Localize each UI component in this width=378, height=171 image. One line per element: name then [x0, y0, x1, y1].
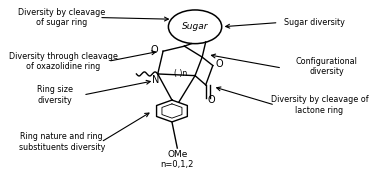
Text: O: O — [150, 45, 158, 55]
Text: Ring nature and ring
substituents diversity: Ring nature and ring substituents divers… — [19, 133, 105, 152]
Text: n=0,1,2: n=0,1,2 — [161, 160, 194, 169]
Text: Diversity through cleavage
of oxazolidine ring: Diversity through cleavage of oxazolidin… — [9, 52, 118, 71]
Text: ( )n: ( )n — [174, 69, 187, 78]
Text: Diversity by cleavage
of sugar ring: Diversity by cleavage of sugar ring — [18, 8, 105, 27]
Text: Sugar: Sugar — [182, 22, 208, 31]
Text: Sugar diversity: Sugar diversity — [284, 18, 344, 27]
Text: Configurational
diversity: Configurational diversity — [296, 57, 358, 76]
Text: O: O — [207, 95, 215, 105]
Text: N: N — [152, 75, 160, 85]
Text: OMe: OMe — [167, 150, 187, 159]
Text: Diversity by cleavage of
lactone ring: Diversity by cleavage of lactone ring — [271, 95, 368, 115]
Text: Ring size
diversity: Ring size diversity — [37, 85, 73, 105]
Text: O: O — [215, 59, 223, 69]
